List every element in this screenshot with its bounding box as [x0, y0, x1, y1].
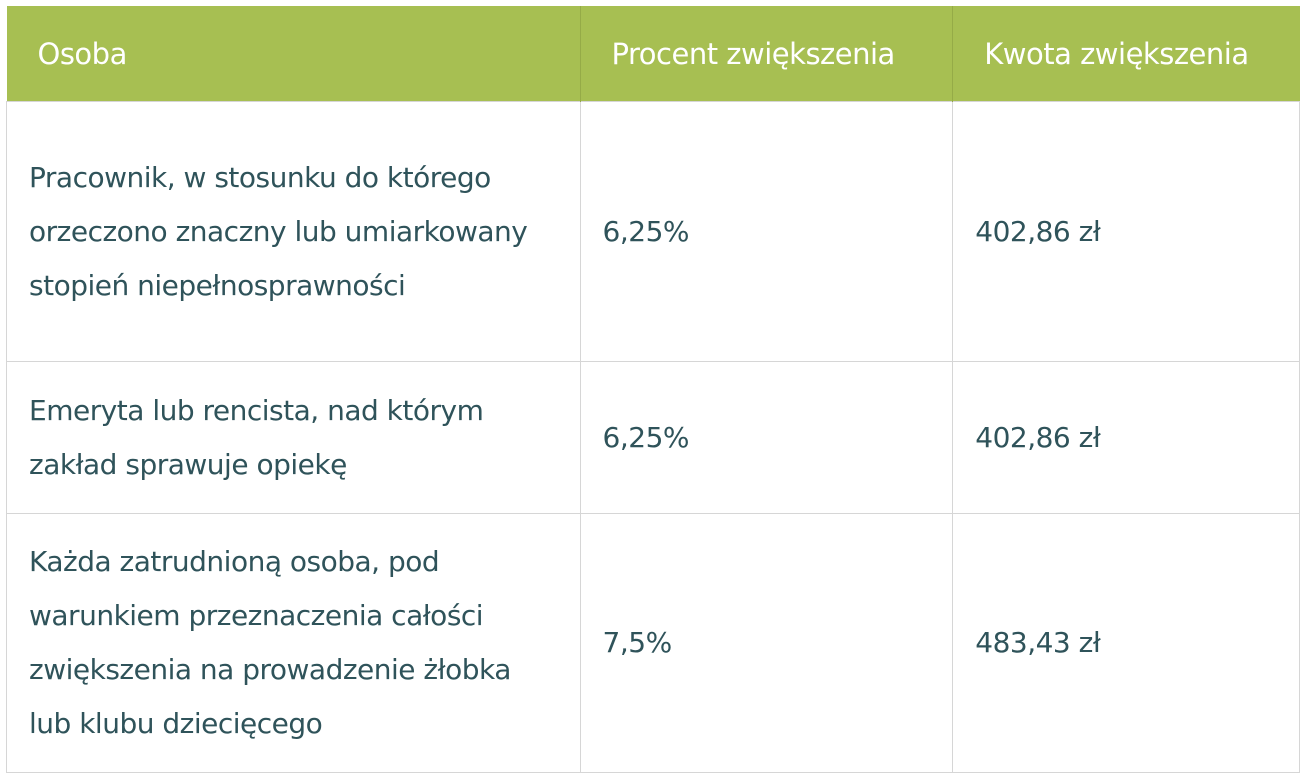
header-percent: Procent zwiększenia: [580, 6, 954, 102]
cell-person: Pracownik, w stosunku do którego orzeczo…: [6, 101, 581, 362]
header-row: Osoba Procent zwiększenia Kwota zwiększe…: [6, 6, 1300, 102]
cell-amount: 402,86 zł: [952, 361, 1300, 514]
cell-percent: 7,5%: [579, 513, 954, 773]
table-row: Emeryta lub rencista, nad którym zakład …: [6, 361, 1300, 514]
cell-percent: 6,25%: [579, 361, 954, 514]
cell-person: Każda zatrudnioną osoba, pod warunkiem p…: [6, 513, 581, 773]
cell-amount: 402,86 zł: [952, 101, 1300, 362]
header-person: Osoba: [6, 6, 581, 102]
header-amount: Kwota zwiększenia: [952, 6, 1300, 102]
table-row: Każda zatrudnioną osoba, pod warunkiem p…: [6, 513, 1300, 773]
cell-percent: 6,25%: [579, 101, 954, 362]
increase-table: Osoba Procent zwiększenia Kwota zwiększe…: [6, 6, 1300, 773]
table-row: Pracownik, w stosunku do którego orzeczo…: [6, 101, 1300, 362]
cell-amount: 483,43 zł: [952, 513, 1300, 773]
cell-person: Emeryta lub rencista, nad którym zakład …: [6, 361, 581, 514]
